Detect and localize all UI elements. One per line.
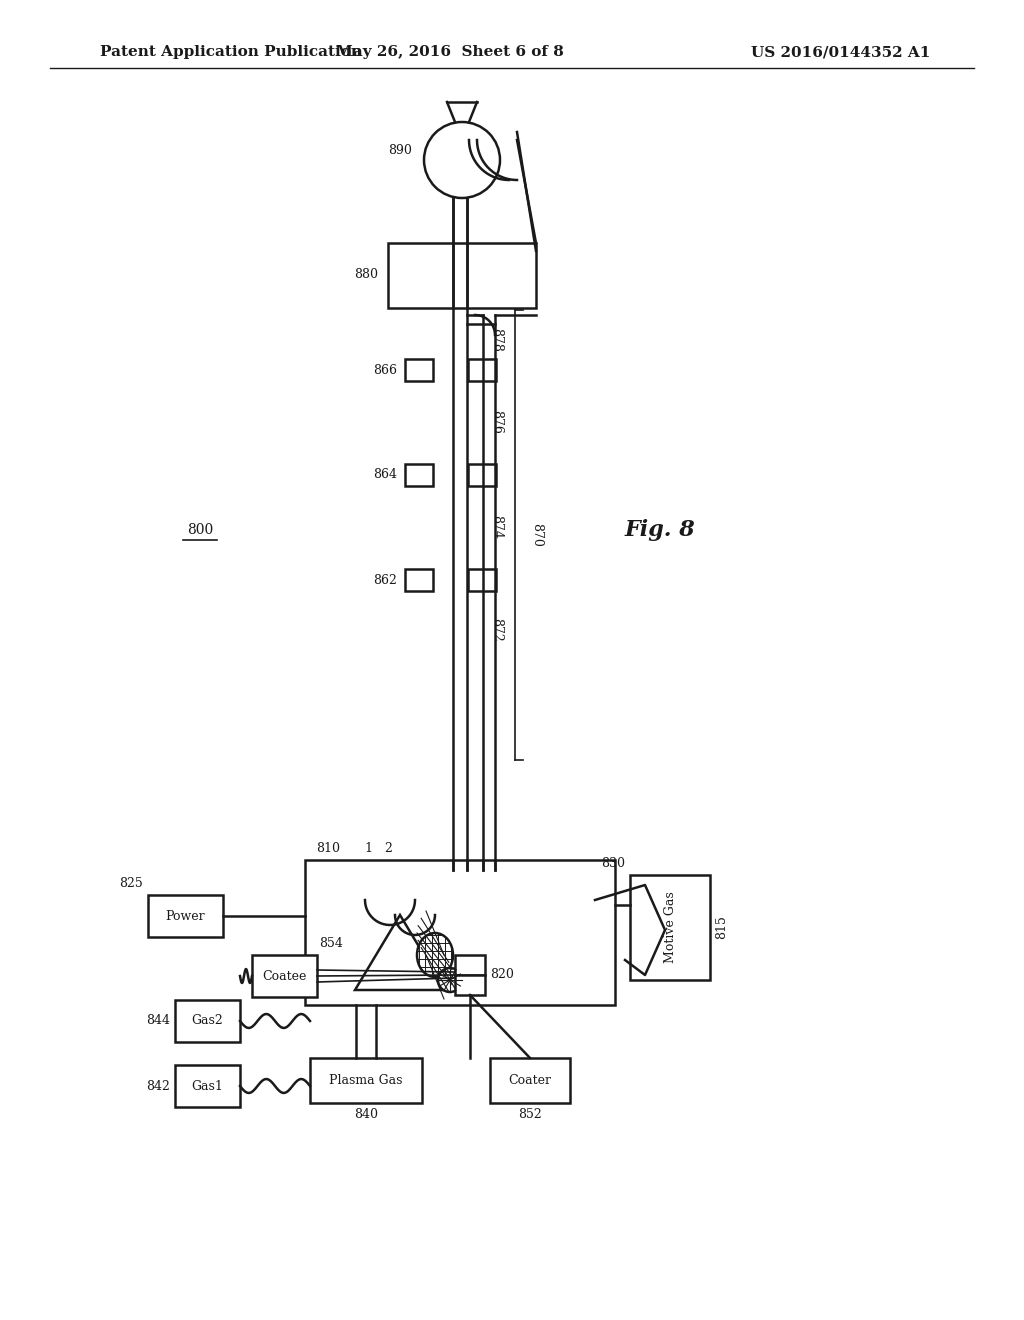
Bar [455, 954, 485, 975]
Text: Plasma Gas: Plasma Gas [330, 1074, 402, 1086]
Text: 825: 825 [119, 876, 143, 890]
Text: 830: 830 [601, 857, 625, 870]
Text: 852: 852 [518, 1109, 542, 1122]
Text: 844: 844 [146, 1015, 170, 1027]
Text: Motive Gas: Motive Gas [664, 891, 677, 964]
Polygon shape [355, 915, 445, 990]
Bar [468, 569, 496, 591]
Bar [252, 954, 317, 997]
Text: 800: 800 [186, 523, 213, 537]
Text: 880: 880 [354, 268, 378, 281]
Text: Coatee: Coatee [262, 969, 306, 982]
Text: 840: 840 [354, 1109, 378, 1122]
Text: 864: 864 [373, 469, 397, 482]
Text: Fig. 8: Fig. 8 [625, 519, 695, 541]
Ellipse shape [417, 933, 453, 977]
Text: 810: 810 [316, 842, 340, 854]
Bar [406, 359, 433, 381]
Bar [406, 569, 433, 591]
Bar [468, 359, 496, 381]
Circle shape [438, 968, 462, 993]
Text: 2: 2 [384, 842, 392, 854]
Text: 815: 815 [715, 916, 728, 940]
Text: May 26, 2016  Sheet 6 of 8: May 26, 2016 Sheet 6 of 8 [336, 45, 564, 59]
Text: 876: 876 [490, 411, 503, 434]
Text: Coater: Coater [509, 1074, 552, 1086]
Bar [305, 861, 615, 1005]
Text: Gas2: Gas2 [191, 1015, 223, 1027]
Text: 862: 862 [373, 573, 397, 586]
Text: 842: 842 [146, 1080, 170, 1093]
Bar [630, 875, 710, 979]
Text: 854: 854 [319, 937, 343, 950]
Bar [468, 465, 496, 486]
Text: 866: 866 [373, 363, 397, 376]
Text: 820: 820 [490, 969, 514, 982]
Text: 890: 890 [388, 144, 412, 157]
Text: US 2016/0144352 A1: US 2016/0144352 A1 [751, 45, 930, 59]
Text: Power: Power [166, 909, 206, 923]
Bar [175, 1001, 240, 1041]
Circle shape [424, 121, 500, 198]
Text: 872: 872 [490, 618, 503, 642]
Text: Gas1: Gas1 [191, 1080, 223, 1093]
Text: Patent Application Publication: Patent Application Publication [100, 45, 362, 59]
Bar [388, 243, 536, 308]
Text: 870: 870 [530, 523, 543, 546]
Bar [455, 975, 485, 995]
Text: 874: 874 [490, 515, 503, 539]
Bar [490, 1059, 570, 1104]
Bar [175, 1065, 240, 1107]
Text: 1: 1 [364, 842, 372, 854]
Bar [148, 895, 223, 937]
Bar [406, 465, 433, 486]
Text: 878: 878 [490, 329, 503, 352]
Bar [310, 1059, 422, 1104]
